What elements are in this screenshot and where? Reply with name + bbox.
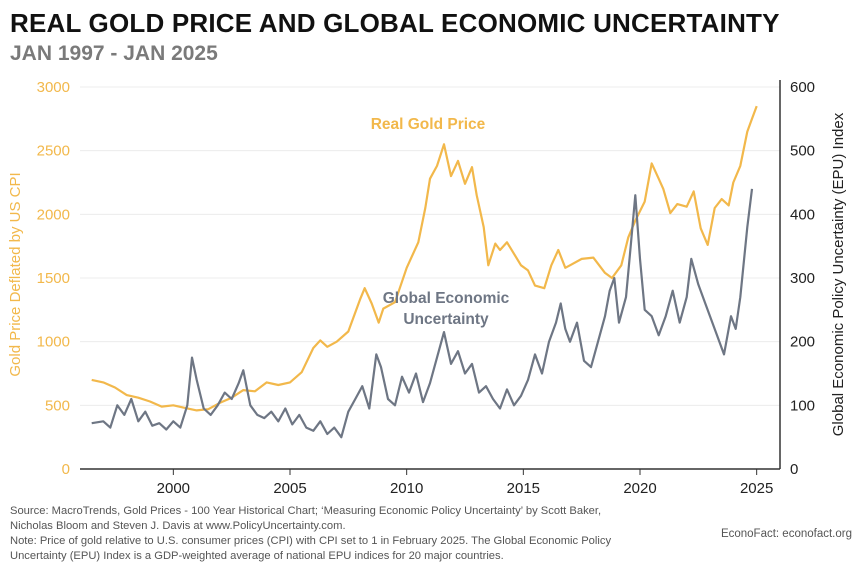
source-line: Source: MacroTrends, Gold Prices - 100 Y… (10, 505, 602, 517)
right-tick-label: 100 (790, 397, 815, 414)
left-tick-label: 500 (45, 397, 70, 414)
chart-subtitle: JAN 1997 - JAN 2025 (10, 42, 218, 65)
left-tick-label: 1000 (37, 334, 70, 351)
x-tick-label: 2020 (623, 480, 656, 497)
epu-series-label-line1: Global Economic (383, 290, 510, 307)
left-tick-label: 1500 (37, 270, 70, 287)
right-tick-label: 600 (790, 79, 815, 96)
right-tick-label: 0 (790, 461, 798, 478)
x-tick-label: 2000 (157, 480, 190, 497)
x-tick-label: 2025 (740, 480, 773, 497)
x-tick-label: 2010 (390, 480, 423, 497)
epu-series-label-line2: Uncertainty (403, 311, 489, 328)
right-tick-label: 300 (790, 270, 815, 287)
left-tick-label: 0 (62, 461, 70, 478)
chart-title: REAL GOLD PRICE AND GLOBAL ECONOMIC UNCE… (10, 8, 780, 38)
gold-series-label: Real Gold Price (371, 116, 486, 133)
x-tick-label: 2005 (273, 480, 306, 497)
right-tick-label: 400 (790, 206, 815, 223)
note-line: Note: Price of gold relative to U.S. con… (10, 535, 612, 547)
note-line: Uncertainty (EPU) Index is a GDP-weighte… (10, 550, 504, 562)
credit-text: EconoFact: econofact.org (720, 528, 852, 540)
epu-index-line (91, 188, 754, 439)
gold-price-line (91, 105, 758, 412)
left-tick-label: 2500 (37, 143, 70, 160)
right-tick-label: 200 (790, 334, 815, 351)
source-note: Source: MacroTrends, Gold Prices - 100 Y… (10, 504, 690, 564)
source-line: Nicholas Bloom and Steven J. Davis at ww… (10, 520, 346, 532)
dual-axis-line-chart: 0 500 1000 1500 2000 2500 3000 0 100 200 300 400 500… (7, 79, 847, 497)
left-tick-label: 2000 (37, 206, 70, 223)
left-tick-label: 3000 (37, 79, 70, 96)
right-tick-label: 500 (790, 143, 815, 160)
x-tick-label: 2015 (507, 480, 540, 497)
right-axis-title: Global Economic Policy Uncertainty (EPU)… (830, 112, 847, 436)
left-axis-title: Gold Price Deflated by US CPI (7, 172, 24, 376)
